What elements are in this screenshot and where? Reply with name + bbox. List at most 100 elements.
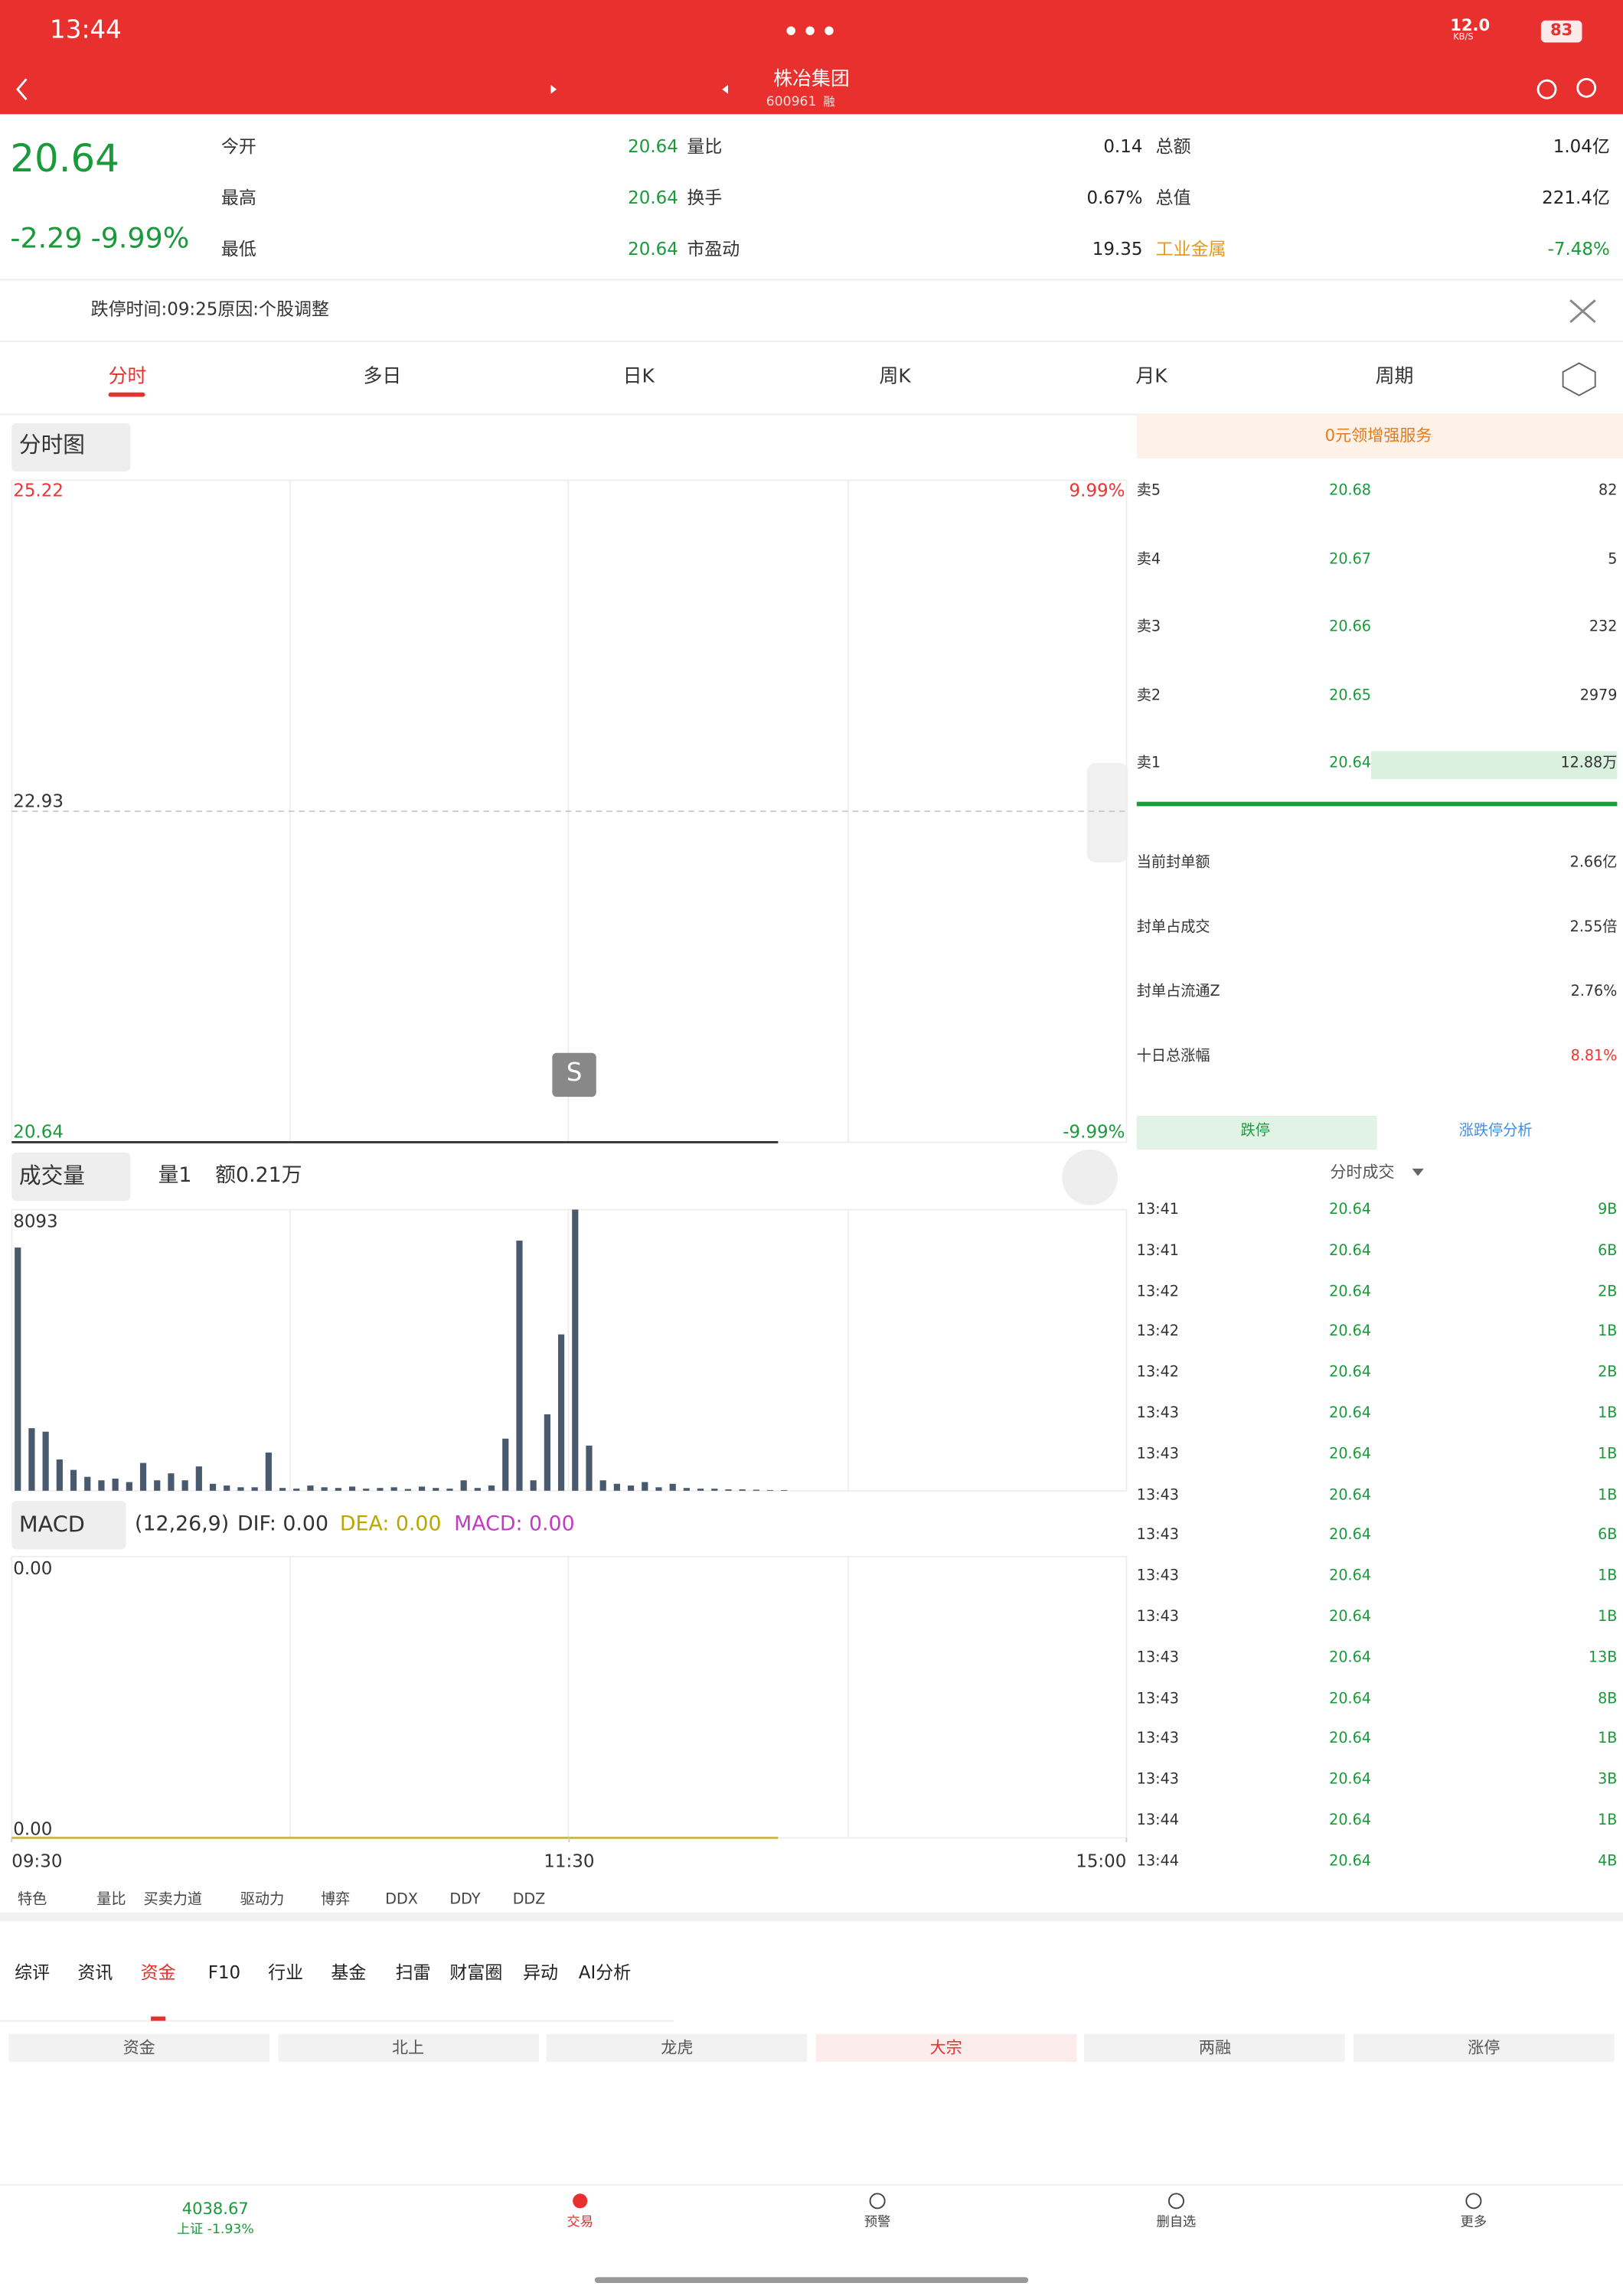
sub-tab[interactable]: 龙虎: [547, 2033, 808, 2063]
nav-item[interactable]: 交易: [567, 2215, 593, 2231]
feature[interactable]: 博弈: [321, 1892, 351, 1909]
volume-bar: [516, 1241, 523, 1491]
search-icon[interactable]: [1576, 77, 1597, 98]
dropdown: [1412, 1168, 1424, 1176]
info-tab[interactable]: F10: [207, 1962, 241, 1983]
label: 6B: [1598, 1528, 1618, 1544]
info-tab[interactable]: AI分析: [578, 1962, 632, 1983]
nav-item[interactable]: 更多: [1460, 2215, 1487, 2231]
volume-bar: [251, 1487, 258, 1491]
label: 13:42: [1136, 1283, 1179, 1300]
nav-icon: [869, 2193, 886, 2210]
label: 20.64: [628, 187, 678, 208]
sub-tab[interactable]: 资金: [8, 2033, 270, 2063]
info-tab[interactable]: 扫雷: [395, 1962, 431, 1983]
label: 20.64: [1329, 1609, 1371, 1626]
feature[interactable]: 买卖力道: [143, 1892, 203, 1909]
sub-tab[interactable]: 大宗: [815, 2033, 1076, 2063]
tab[interactable]: 多日: [363, 366, 402, 389]
volume-bar: [433, 1488, 439, 1491]
label: 1B: [1598, 1731, 1618, 1748]
volume-bar: [766, 1489, 774, 1491]
feature[interactable]: 驱动力: [240, 1892, 285, 1909]
label: 232: [1589, 619, 1618, 636]
nav-icon: [1465, 2193, 1482, 2210]
info-tab[interactable]: 综评: [15, 1962, 51, 1983]
sub-tab[interactable]: 涨停: [1353, 2033, 1615, 2063]
label: 13:44: [1136, 1853, 1179, 1870]
feature[interactable]: DDX: [385, 1892, 418, 1909]
label: 82: [1599, 483, 1618, 500]
label: 19.35: [1092, 238, 1143, 259]
alarm-icon[interactable]: [1536, 79, 1557, 99]
info-tab[interactable]: 资金: [140, 1962, 176, 1983]
sub-tab[interactable]: 北上: [277, 2033, 539, 2063]
volume-bar: [502, 1438, 509, 1491]
label: 20.64: [628, 135, 678, 157]
x-tick-label: 15:00: [1076, 1851, 1127, 1872]
volume-bar: [98, 1480, 105, 1491]
back-icon[interactable]: [16, 78, 28, 101]
label: 20.64: [1329, 1731, 1371, 1748]
info-tab[interactable]: 财富圈: [449, 1962, 503, 1983]
label: 1B: [1598, 1812, 1618, 1829]
tab[interactable]: 周K: [879, 366, 911, 389]
feature[interactable]: DDZ: [512, 1892, 546, 1909]
volume-bar: [627, 1486, 635, 1491]
close-icon[interactable]: [1569, 299, 1596, 324]
feature[interactable]: 特色: [17, 1892, 47, 1909]
volume-bar: [15, 1247, 21, 1491]
nav-item[interactable]: 删自选: [1156, 2215, 1197, 2231]
volume-bar: [195, 1466, 202, 1491]
label: 卖4: [1136, 551, 1161, 568]
info-tab[interactable]: 行业: [268, 1962, 304, 1983]
header-bg: [0, 0, 1623, 115]
nav-item[interactable]: 预警: [864, 2215, 891, 2231]
volume-bar: [293, 1489, 300, 1491]
volume-bar: [112, 1478, 119, 1491]
sub-tab[interactable]: 两融: [1084, 2033, 1346, 2063]
label: 20.65: [1329, 687, 1371, 704]
info-tab[interactable]: 异动: [523, 1962, 559, 1983]
label: 8.81%: [1570, 1048, 1618, 1065]
label: 2B: [1598, 1283, 1618, 1300]
label[interactable]: 分时图: [18, 432, 86, 458]
volume-bar: [56, 1459, 63, 1491]
label: 20.64: [1329, 1283, 1371, 1300]
label: 13:43: [1136, 1650, 1179, 1667]
stock-name: 株冶集团: [773, 68, 850, 91]
label: 8B: [1598, 1691, 1618, 1707]
label: 13:43: [1136, 1609, 1179, 1626]
label: 十日总涨幅: [1136, 1048, 1210, 1065]
volume-bar: [586, 1445, 593, 1491]
volume-bar: [557, 1334, 565, 1491]
volume-bar: [488, 1486, 495, 1491]
info-tab[interactable]: 基金: [331, 1962, 367, 1983]
tab[interactable]: 月K: [1135, 366, 1167, 389]
label: 13:43: [1136, 1446, 1179, 1463]
label[interactable]: 成交量: [18, 1163, 86, 1189]
volume-bar: [725, 1489, 732, 1491]
label: 0.00: [13, 1818, 53, 1840]
label: S: [566, 1058, 583, 1088]
label: 12.88万: [1560, 756, 1618, 773]
label: 13:42: [1136, 1365, 1179, 1381]
label[interactable]: MACD: [18, 1511, 85, 1538]
volume-bar: [139, 1463, 147, 1491]
label: 封单占流通Z: [1136, 983, 1220, 1000]
settings-icon[interactable]: [1562, 362, 1596, 396]
label[interactable]: 涨跌停分析: [1458, 1123, 1533, 1140]
info-tab[interactable]: 资讯: [77, 1962, 113, 1983]
tab[interactable]: 日K: [622, 366, 655, 389]
label[interactable]: 跌停: [1240, 1123, 1270, 1140]
feature[interactable]: DDY: [449, 1892, 481, 1909]
label[interactable]: 0元领增强服务: [1324, 426, 1432, 445]
x-tick-label: 09:30: [11, 1851, 63, 1872]
tab[interactable]: 分时: [108, 366, 147, 389]
nav-icon: [1167, 2193, 1184, 2210]
feature[interactable]: 量比: [96, 1892, 126, 1909]
price: 20.64: [10, 137, 119, 182]
label: 总额: [1155, 135, 1191, 157]
volume-bar: [168, 1473, 175, 1491]
tab[interactable]: 周期: [1375, 366, 1414, 389]
